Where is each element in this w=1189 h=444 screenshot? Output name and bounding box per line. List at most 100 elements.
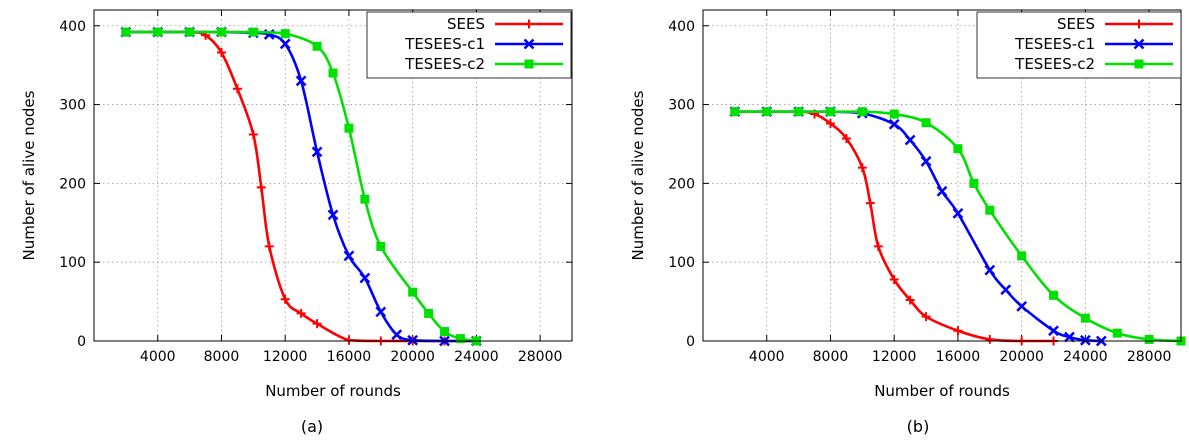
- data-point-TESEES-c1: [391, 329, 403, 341]
- x-tick-label: 12000: [872, 349, 917, 365]
- data-point-SEES: [873, 241, 883, 251]
- legend-label: TESEES-c1: [1014, 35, 1095, 53]
- y-tick-label: 0: [77, 334, 86, 350]
- legend-label: TESEES-c1: [404, 35, 485, 53]
- legend-label: TESEES-c2: [1014, 55, 1095, 73]
- data-point-TESEES-c1: [407, 334, 419, 346]
- x-tick-label: 16000: [327, 349, 372, 365]
- data-point-SEES: [248, 130, 258, 140]
- series-line-TESEES-c1: [125, 30, 477, 343]
- y-tick-label: 400: [59, 19, 86, 35]
- data-point-TESEES-c2: [1049, 290, 1059, 300]
- data-point-TESEES-c2: [825, 107, 835, 117]
- legend-marker-TESEES-c2: [1134, 59, 1144, 69]
- data-point-TESEES-c1: [295, 75, 307, 87]
- panel-caption: (b): [907, 417, 930, 436]
- data-point-SEES: [921, 312, 931, 322]
- data-point-TESEES-c1: [952, 207, 964, 219]
- data-point-TESEES-c2: [1017, 251, 1027, 261]
- series-line-TESEES-c2: [734, 110, 1182, 343]
- y-tick-label: 200: [668, 176, 695, 192]
- y-tick-label: 100: [59, 255, 86, 271]
- data-point-TESEES-c1: [888, 118, 900, 130]
- data-point-TESEES-c2: [248, 27, 258, 37]
- legend: SEES TESEES-c1 TESEES-c2: [366, 11, 572, 79]
- y-tick-label: 300: [59, 98, 86, 114]
- x-tick-label: 24000: [1063, 349, 1108, 365]
- data-point-TESEES-c1: [375, 306, 387, 318]
- x-tick-label: 4000: [140, 349, 176, 365]
- data-point-TESEES-c1: [279, 38, 291, 50]
- data-point-SEES: [280, 294, 290, 304]
- legend-marker-TESEES-c2: [524, 59, 534, 69]
- data-point-SEES: [264, 241, 274, 251]
- data-point-TESEES-c2: [328, 68, 338, 78]
- data-point-SEES: [953, 326, 963, 336]
- data-point-TESEES-c2: [921, 118, 931, 128]
- data-point-TESEES-c1: [904, 134, 916, 146]
- x-tick-label: 4000: [749, 349, 785, 365]
- panel-caption: (a): [301, 417, 323, 436]
- series-line-TESEES-c2: [125, 30, 477, 343]
- x-tick-label: 8000: [813, 349, 849, 365]
- y-tick-label: 300: [668, 98, 695, 114]
- data-point-TESEES-c1: [343, 250, 355, 262]
- legend-marker-SEES: [524, 19, 534, 29]
- data-point-TESEES-c2: [953, 144, 963, 154]
- data-point-TESEES-c2: [185, 27, 195, 37]
- data-point-TESEES-c2: [985, 205, 995, 215]
- data-point-TESEES-c1: [1000, 284, 1012, 296]
- data-point-TESEES-c1: [1064, 331, 1075, 343]
- x-tick-label: 28000: [518, 349, 563, 365]
- legend-label: SEES: [447, 15, 485, 33]
- legend-marker-TESEES-c1: [1133, 38, 1145, 50]
- data-point-TESEES-c1: [327, 209, 339, 221]
- series-line-TESEES-c1: [734, 110, 1102, 343]
- data-point-TESEES-c2: [762, 107, 772, 117]
- data-point-TESEES-c2: [121, 27, 131, 37]
- data-point-SEES: [825, 118, 835, 128]
- y-tick-label: 100: [668, 255, 695, 271]
- data-point-TESEES-c2: [857, 107, 867, 117]
- x-tick-label: 16000: [936, 349, 981, 365]
- x-tick-label: 20000: [390, 349, 435, 365]
- x-axis-title: Number of rounds: [874, 382, 1010, 400]
- legend-label: TESEES-c2: [404, 55, 485, 73]
- data-point-TESEES-c2: [424, 308, 434, 318]
- data-point-TESEES-c1: [1016, 300, 1028, 312]
- legend-label: SEES: [1057, 15, 1095, 33]
- data-point-TESEES-c1: [311, 146, 323, 158]
- data-point-TESEES-c2: [408, 287, 418, 297]
- data-point-SEES: [857, 163, 867, 173]
- data-point-SEES: [312, 319, 322, 329]
- x-tick-label: 24000: [454, 349, 499, 365]
- data-point-SEES: [344, 335, 354, 345]
- y-axis-title: Number of alive nodes: [629, 90, 647, 260]
- data-point-TESEES-c2: [376, 241, 386, 251]
- data-point-TESEES-c2: [1144, 334, 1154, 344]
- legend-marker-TESEES-c1: [523, 38, 535, 50]
- y-tick-label: 0: [686, 334, 695, 350]
- data-point-TESEES-c2: [794, 107, 804, 117]
- data-point-SEES: [296, 308, 306, 318]
- data-point-SEES: [889, 275, 899, 285]
- data-point-TESEES-c1: [1048, 325, 1059, 337]
- data-point-TESEES-c1: [920, 155, 932, 167]
- chart-panel-b: 4000 8000 12000 16000 20000 24000 28000 0 100 200…: [629, 9, 1186, 436]
- data-point-TESEES-c2: [280, 29, 290, 39]
- data-point-TESEES-c1: [359, 272, 371, 284]
- data-point-SEES: [865, 198, 875, 208]
- x-tick-label: 8000: [204, 349, 240, 365]
- y-tick-label: 200: [59, 176, 86, 192]
- data-point-TESEES-c2: [1080, 313, 1090, 323]
- data-point-SEES: [256, 182, 266, 192]
- legend-marker-SEES: [1134, 19, 1144, 29]
- plot-frame: [93, 9, 573, 342]
- chart-panel-a: 4000 8000 12000 16000 20000 24000 28000 0 100 200…: [20, 9, 573, 436]
- data-point-TESEES-c2: [360, 194, 370, 204]
- data-point-TESEES-c1: [984, 264, 996, 276]
- data-point-TESEES-c2: [440, 327, 450, 337]
- data-point-TESEES-c2: [455, 334, 465, 344]
- data-point-TESEES-c2: [730, 107, 740, 117]
- data-point-TESEES-c2: [344, 123, 354, 133]
